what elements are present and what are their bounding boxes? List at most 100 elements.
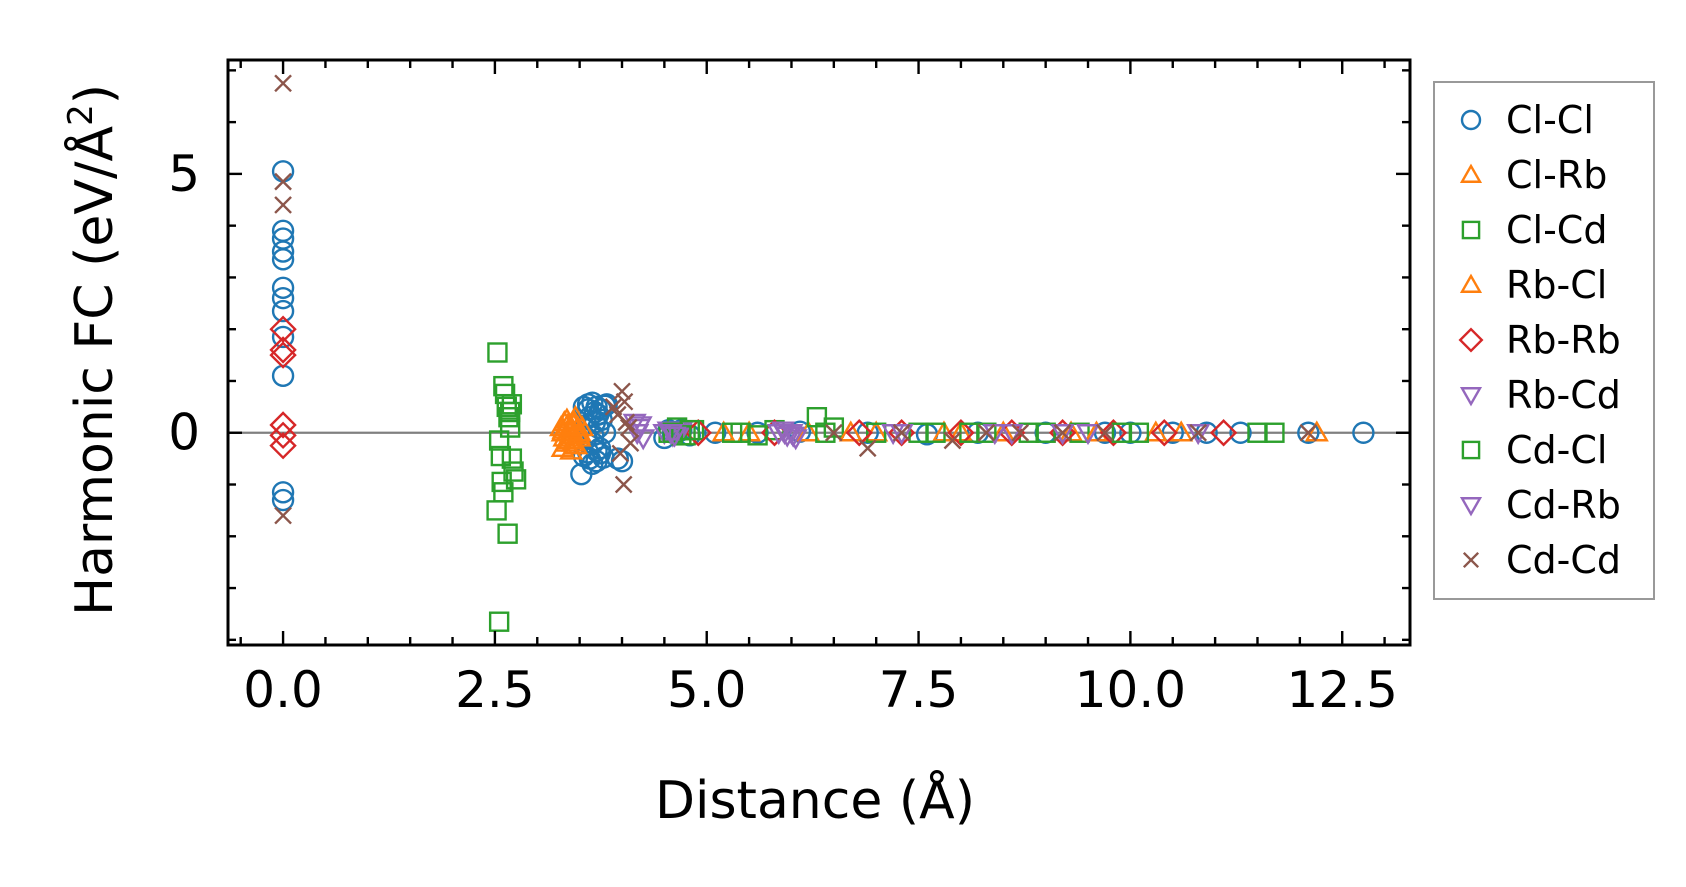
x-tick-label: 7.5: [879, 661, 959, 719]
data-point: [486, 500, 507, 521]
data-point: [947, 419, 975, 447]
data-point: [487, 342, 508, 363]
legend-marker: [1460, 109, 1482, 131]
data-point: [845, 419, 873, 447]
data-point: [977, 423, 996, 442]
plot-area: [228, 74, 1410, 632]
legend-item-cl-cl: Cl-Cl: [1460, 98, 1594, 142]
data-point: [505, 469, 527, 490]
legend: Cl-Cl Cl-Rb Cl-Cd Rb-Cl Rb-Rb Rb-Cd Cd-Cl Cd-Rb…: [1433, 81, 1655, 600]
data-point: [570, 462, 593, 486]
data-point: [1189, 423, 1208, 442]
data-point: [274, 74, 292, 93]
data-point: [908, 422, 929, 443]
data-point: [493, 482, 514, 503]
data-point: [490, 445, 512, 467]
data-point: [659, 424, 684, 446]
data-point: [892, 423, 911, 442]
legend-marker: [1459, 387, 1483, 407]
data-point: [274, 172, 292, 191]
data-point: [1264, 422, 1285, 443]
data-point: [606, 447, 629, 470]
data-point: [271, 248, 295, 271]
legend-marker: [1458, 327, 1484, 353]
legend-label: Cl-Cd: [1506, 208, 1607, 252]
legend-label: Cd-Cl: [1506, 428, 1607, 472]
data-point: [889, 424, 914, 446]
axes: 0.0 2.5 5.0 7.5 10.0 12.5 0 5: [168, 58, 1412, 719]
data-point: [865, 422, 887, 443]
data-point: [491, 471, 512, 493]
data-point: [503, 461, 524, 482]
data-point: [858, 439, 877, 458]
x-tick-label: 5.0: [667, 661, 747, 719]
legend-label: Rb-Cl: [1506, 263, 1607, 307]
series-cl-cl: [271, 160, 1375, 512]
data-point: [1186, 424, 1211, 446]
data-point: [497, 523, 518, 544]
legend-item-cd-cl: Cd-Cl: [1461, 428, 1607, 472]
data-point: [628, 416, 653, 438]
data-point: [1209, 419, 1238, 447]
y-axis-label: Harmonic FC (eV/Å2): [61, 84, 125, 616]
legend-item-rb-cl: Rb-Cl: [1459, 263, 1607, 307]
data-point: [1096, 423, 1114, 442]
legend-marker: [1459, 273, 1483, 293]
y-axis-label-superscript: 2: [61, 104, 101, 126]
data-point: [271, 240, 295, 263]
data-point: [269, 341, 297, 369]
data-point: [271, 286, 295, 310]
data-point: [1229, 421, 1252, 444]
data-point: [274, 196, 292, 214]
x-tick-label: 2.5: [455, 661, 535, 719]
legend-label: Cd-Cd: [1506, 538, 1621, 582]
data-point: [593, 421, 617, 444]
data-point: [271, 488, 295, 512]
data-point: [271, 299, 295, 323]
data-point: [679, 419, 700, 441]
legend-label: Cd-Rb: [1506, 483, 1621, 527]
data-point: [1299, 423, 1318, 442]
data-point: [269, 421, 297, 450]
data-point: [269, 431, 297, 460]
data-point: [611, 444, 630, 463]
data-point: [1150, 419, 1178, 447]
legend-item-cd-rb: Cd-Rb: [1459, 483, 1621, 527]
legend-label: Cl-Rb: [1506, 153, 1607, 197]
legend-marker: [1459, 497, 1483, 517]
data-point: [721, 422, 743, 443]
data-point: [271, 325, 295, 349]
data-point: [1053, 423, 1072, 442]
data-point: [269, 411, 297, 439]
legend-marker: [1459, 163, 1483, 183]
data-point: [501, 394, 523, 415]
y-axis-label-main: Harmonic FC (eV/Å: [63, 125, 125, 616]
series-cl-cd: [486, 342, 1285, 632]
legend-label: Cl-Cl: [1506, 98, 1594, 142]
data-point: [269, 336, 297, 364]
data-point: [1011, 423, 1030, 442]
series-cd-cd: [274, 74, 1318, 525]
data-point: [617, 413, 636, 432]
data-point: [1035, 422, 1056, 443]
data-point: [704, 421, 727, 444]
data-point: [488, 611, 510, 632]
data-point: [269, 315, 297, 343]
legend-item-cd-cd: Cd-Cd: [1462, 538, 1621, 582]
legend-marker: [1461, 220, 1481, 240]
data-point: [1075, 424, 1101, 446]
series-cd-cl: [662, 419, 1133, 446]
x-axis-label: Distance (Å): [655, 769, 975, 831]
data-point: [662, 426, 687, 448]
data-point: [570, 415, 595, 437]
data-point: [838, 420, 863, 442]
data-point: [943, 431, 962, 450]
data-point: [576, 398, 600, 421]
legend-item-rb-cd: Rb-Cd: [1459, 373, 1621, 417]
legend-label: Rb-Cd: [1506, 373, 1621, 417]
legend-item-cl-cd: Cl-Cd: [1461, 208, 1607, 252]
data-point: [499, 401, 521, 423]
data-point: [271, 160, 295, 183]
data-point: [781, 426, 806, 448]
